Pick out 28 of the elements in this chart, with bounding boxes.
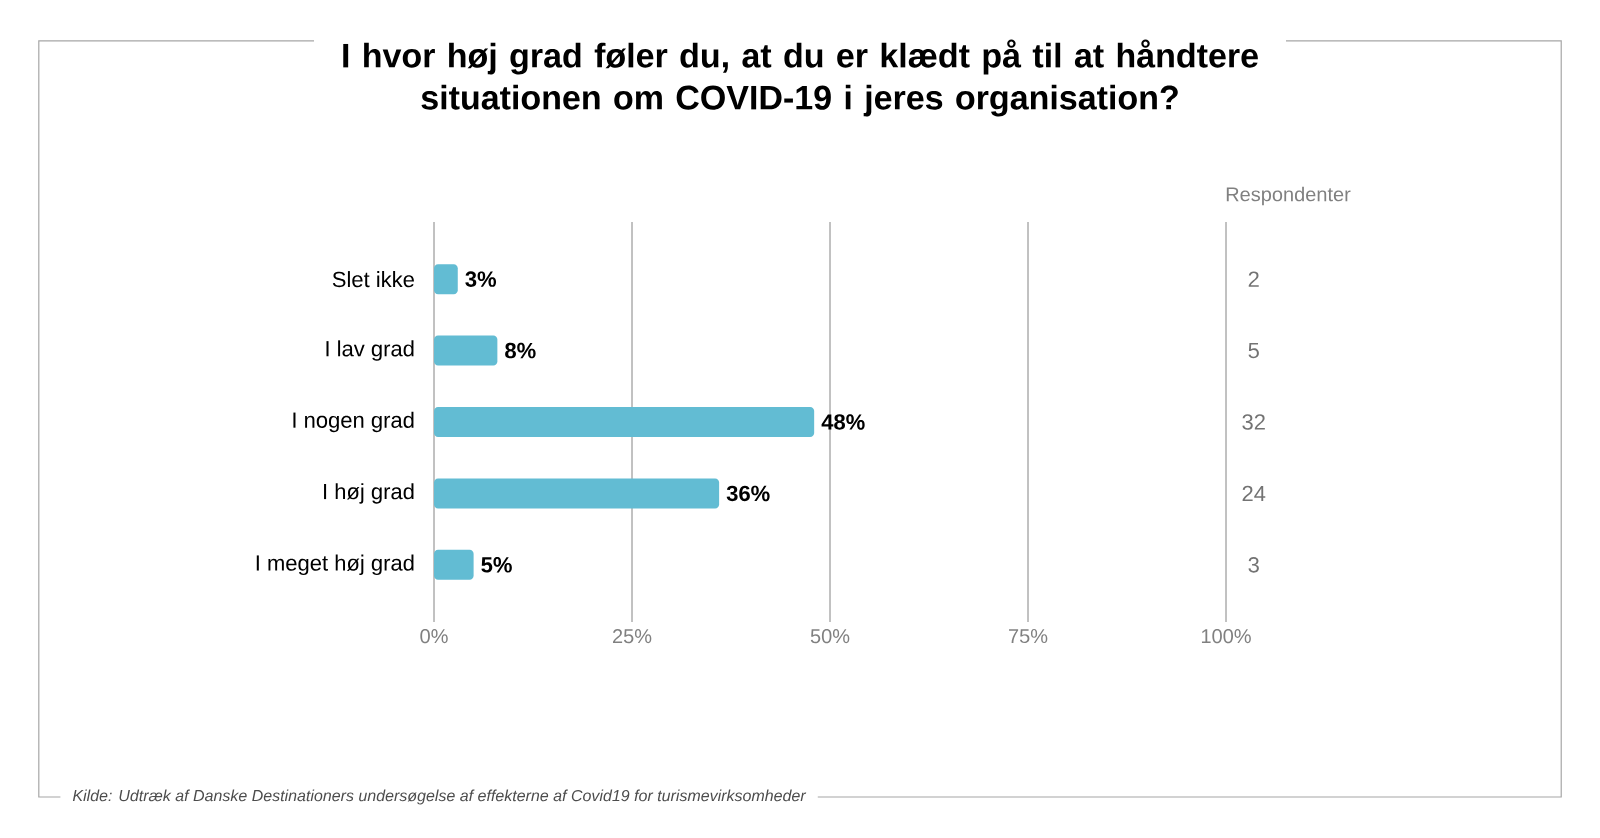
chart-title: I hvor høj grad føler du, at du er klædt på til at håndtere situationen om COVID-19 i jeres organisation? bbox=[343, 39, 1258, 117]
bar bbox=[434, 335, 498, 366]
y-tick-label: I lav grad bbox=[326, 340, 414, 361]
y-tick-label: Slet ikke bbox=[332, 271, 414, 288]
text: 32 bbox=[1242, 414, 1265, 430]
y-tick-label: I høj grad bbox=[324, 483, 414, 504]
x-tick-label: 50% bbox=[810, 629, 850, 644]
x-tick-label: 100% bbox=[1201, 629, 1251, 644]
data-label: 8% bbox=[505, 342, 536, 359]
x-tick-label: 25% bbox=[612, 629, 652, 644]
data-label: 48% bbox=[821, 414, 865, 430]
text: 5 bbox=[1248, 342, 1259, 359]
text: 2 bbox=[1248, 271, 1259, 287]
text: Kilde: Udtræk af Danske Destinationers undersøgelse af effekterne af Covid19 for turismevirksomheder bbox=[72, 789, 807, 805]
data-label: 5% bbox=[481, 557, 512, 573]
text: Respondenter bbox=[1226, 186, 1351, 206]
data-label: 36% bbox=[726, 485, 770, 502]
text: 3 bbox=[1248, 557, 1259, 573]
text: 24 bbox=[1242, 485, 1266, 502]
y-tick-label: I meget høj grad bbox=[256, 554, 414, 576]
bar bbox=[434, 478, 720, 509]
y-tick-label: I nogen grad bbox=[293, 411, 414, 433]
bar bbox=[434, 549, 474, 580]
x-tick-label: 0% bbox=[420, 629, 448, 644]
bar bbox=[434, 264, 458, 295]
x-tick-label: 75% bbox=[1009, 629, 1048, 644]
data-label: 3% bbox=[465, 271, 497, 287]
bar bbox=[434, 406, 815, 437]
